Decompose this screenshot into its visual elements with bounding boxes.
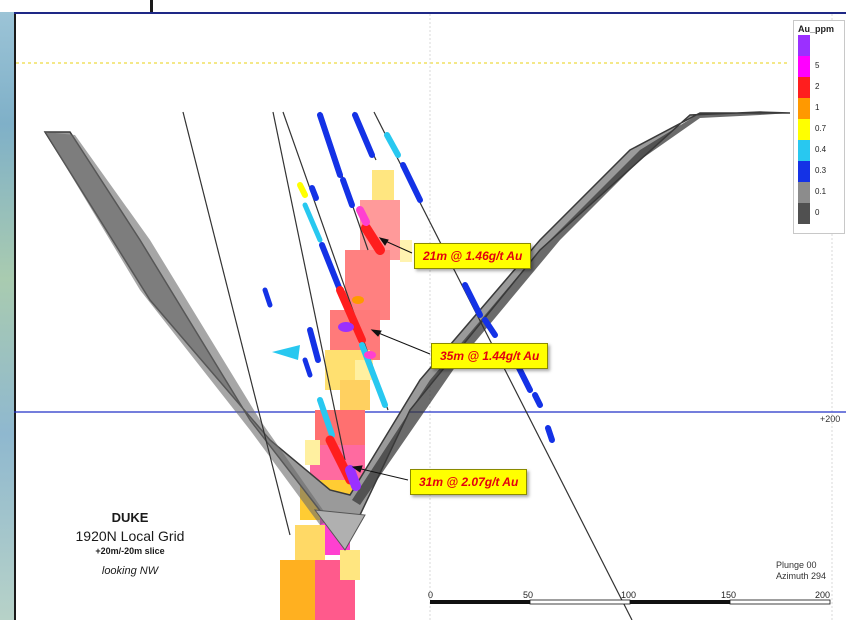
header-bar — [0, 0, 846, 12]
legend-swatch — [798, 56, 810, 77]
scale-label: 50 — [523, 590, 534, 600]
view-orientation: Plunge 00 Azimuth 294 — [776, 560, 826, 582]
legend-label: 5 — [815, 61, 820, 70]
scale-label: 150 — [721, 590, 737, 600]
legend-label: 2 — [815, 82, 820, 91]
legend-swatch — [798, 161, 810, 182]
legend-label: 0.4 — [815, 145, 827, 154]
azimuth-label: Azimuth 294 — [776, 571, 827, 581]
grade-shell — [280, 170, 412, 620]
legend-swatch — [798, 140, 810, 161]
scale-label: 0 — [428, 590, 434, 600]
drill-hole-trace — [272, 111, 346, 461]
scale-label: 200 — [815, 590, 831, 600]
section-title-block: DUKE 1920N Local Grid +20m/-20m slice lo… — [40, 510, 220, 577]
section-grid-label: 1920N Local Grid — [75, 528, 185, 544]
legend-label: 1 — [815, 103, 820, 112]
view-direction-label: looking NW — [101, 565, 159, 577]
intercept-callout-1: 21m @ 1.46g/t Au — [414, 243, 532, 269]
legend-swatch — [798, 203, 810, 224]
callout-arrows — [351, 237, 431, 481]
elevation-label: +200 — [820, 414, 841, 424]
legend-label: 0.3 — [815, 166, 827, 175]
drill-hole-trace — [182, 111, 291, 536]
legend-swatch — [798, 98, 810, 119]
legend-swatch — [798, 119, 810, 140]
legend-title: Au_ppm — [798, 24, 834, 34]
background-map-strip — [0, 0, 14, 620]
drill-intervals — [262, 112, 555, 491]
intercept-callout-2: 35m @ 1.44g/t Au — [431, 343, 549, 369]
pit-shell — [43, 111, 791, 551]
scale-label: 100 — [621, 590, 637, 600]
slice-width-label: +20m/-20m slice — [95, 546, 165, 556]
intercept-callout-3: 31m @ 2.07g/t Au — [410, 469, 528, 495]
legend-swatch — [798, 77, 810, 98]
legend-label: 0 — [815, 208, 820, 217]
au-ppm-legend: Au_ppm 5 2 1 0.7 0.4 0.3 0.1 0 — [793, 20, 845, 234]
plunge-label: Plunge 00 — [776, 560, 817, 570]
drill-holes — [182, 111, 633, 620]
header-tab-divider — [150, 0, 153, 12]
scale-bar — [430, 599, 831, 605]
legend-label: 0.7 — [815, 124, 827, 133]
legend-swatch — [798, 182, 810, 203]
legend-swatch — [798, 35, 810, 56]
deposit-name: DUKE — [111, 510, 149, 525]
legend-label: 0.1 — [815, 187, 827, 196]
